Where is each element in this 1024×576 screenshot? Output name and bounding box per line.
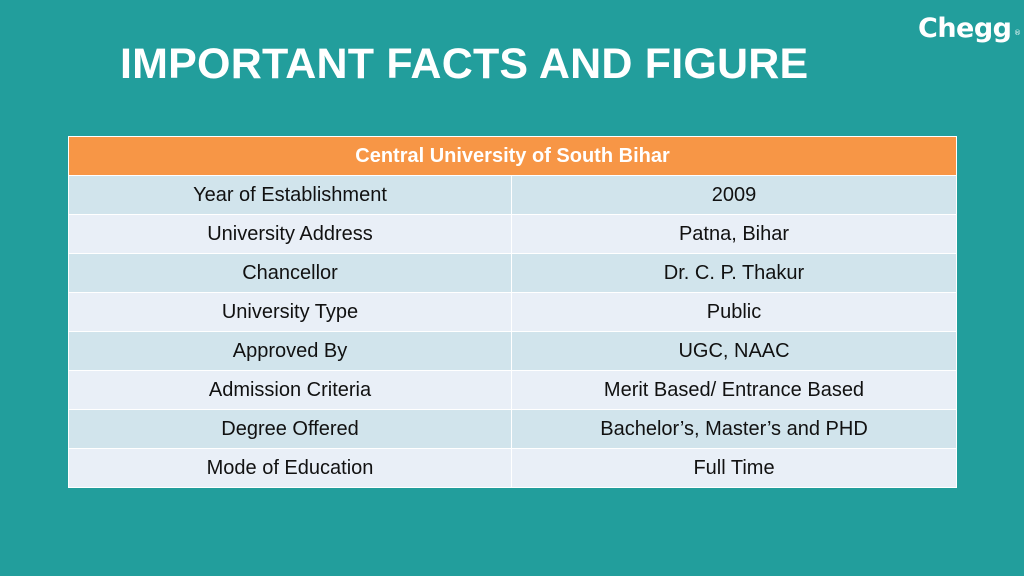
row-label: Approved By <box>68 331 512 371</box>
table-row: University Address Patna, Bihar <box>68 214 957 254</box>
table-row: Chancellor Dr. C. P. Thakur <box>68 253 957 293</box>
row-label: University Address <box>68 214 512 254</box>
row-value: Bachelor’s, Master’s and PHD <box>511 409 957 449</box>
table-row: Approved By UGC, NAAC <box>68 331 957 371</box>
chegg-logo: Chegg ® <box>918 12 1021 46</box>
row-label: University Type <box>68 292 512 332</box>
row-value: Patna, Bihar <box>511 214 957 254</box>
table-row: Year of Establishment 2009 <box>68 175 957 215</box>
row-value: Full Time <box>511 448 957 488</box>
row-label: Year of Establishment <box>68 175 512 215</box>
table-row: Degree Offered Bachelor’s, Master’s and … <box>68 409 957 449</box>
row-label: Degree Offered <box>68 409 512 449</box>
slide-title: IMPORTANT FACTS AND FIGURE <box>120 40 809 88</box>
row-label: Chancellor <box>68 253 512 293</box>
table-row: University Type Public <box>68 292 957 332</box>
row-label: Mode of Education <box>68 448 512 488</box>
row-value: UGC, NAAC <box>511 331 957 371</box>
logo-text: Chegg <box>918 13 1012 44</box>
row-value: 2009 <box>511 175 957 215</box>
row-value: Dr. C. P. Thakur <box>511 253 957 293</box>
table-row: Admission Criteria Merit Based/ Entrance… <box>68 370 957 410</box>
table-header-row: Central University of South Bihar <box>68 136 957 176</box>
row-value: Merit Based/ Entrance Based <box>511 370 957 410</box>
table-header: Central University of South Bihar <box>68 136 957 176</box>
table-row: Mode of Education Full Time <box>68 448 957 488</box>
row-value: Public <box>511 292 957 332</box>
registered-mark: ® <box>1014 29 1021 37</box>
row-label: Admission Criteria <box>68 370 512 410</box>
facts-table: Central University of South Bihar Year o… <box>68 136 957 488</box>
